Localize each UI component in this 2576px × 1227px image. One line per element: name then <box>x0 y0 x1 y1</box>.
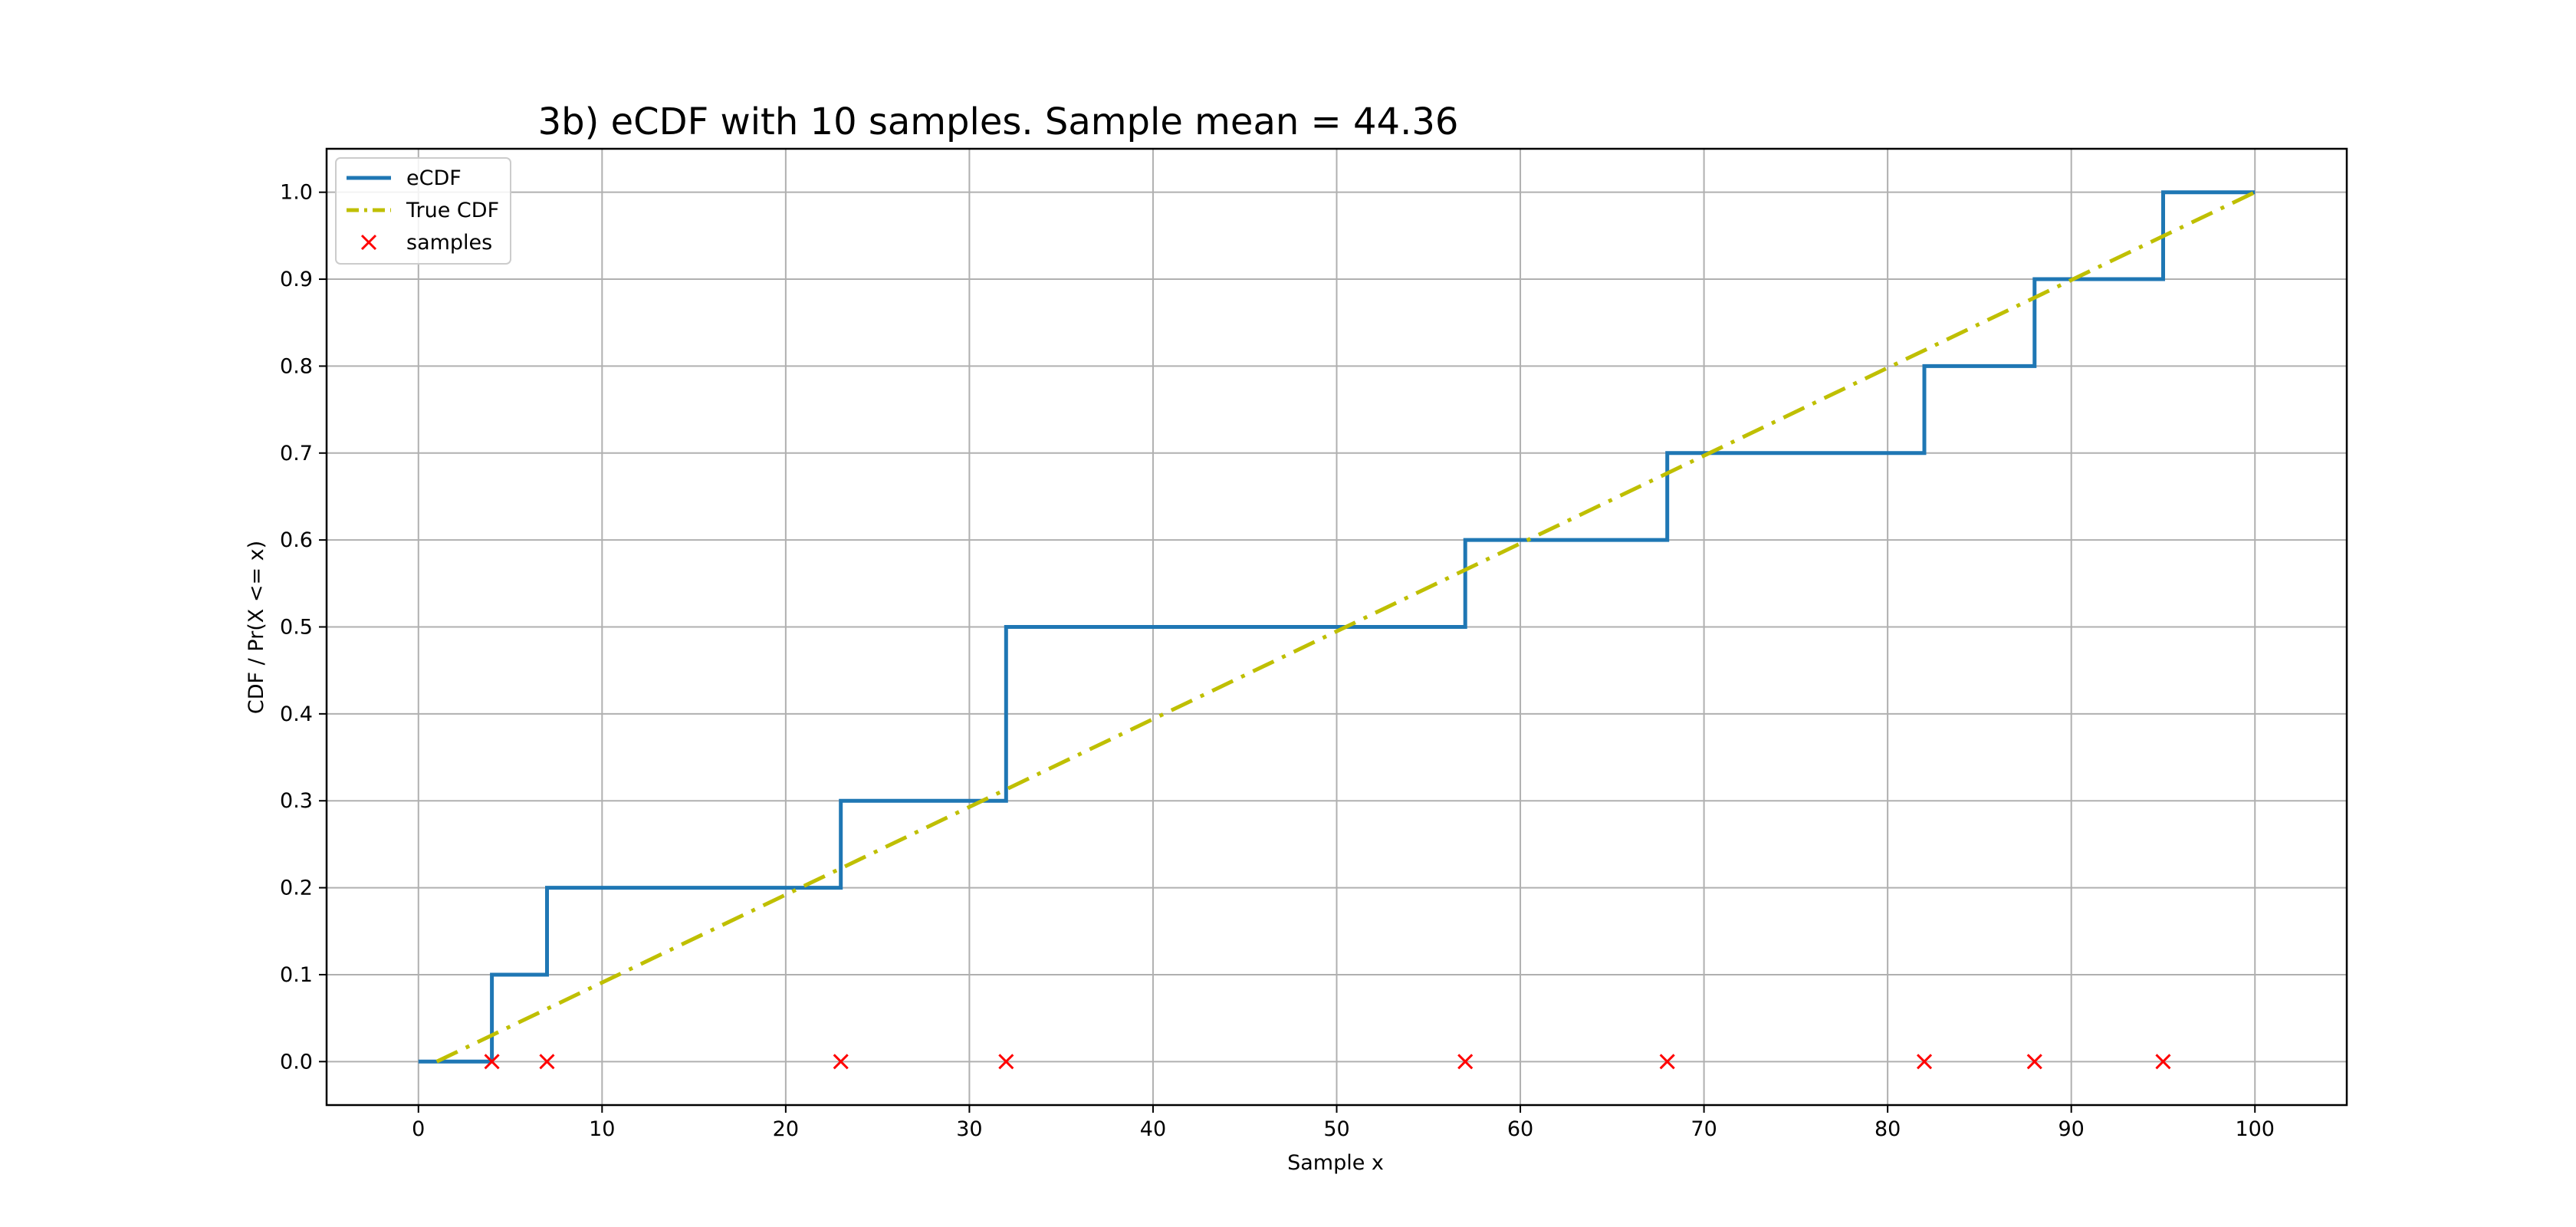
legend-label: True CDF <box>406 199 499 222</box>
x-tick-label: 20 <box>773 1117 799 1141</box>
sample-marker <box>1659 1054 1675 1070</box>
sample-marker <box>1916 1054 1933 1070</box>
ecdf-line <box>418 190 2256 1064</box>
legend-samples-marker <box>360 234 377 251</box>
x-tick-label: 90 <box>2058 1117 2085 1141</box>
plot-area: 0 10 20 30 40 50 60 70 80 90 100 0.0 0.1 0.2 0.3 0.4 0.5… <box>280 147 2348 1141</box>
x-axis-label: Sample x <box>1287 1151 1384 1175</box>
sample-marker <box>2026 1054 2042 1070</box>
true-cdf-line <box>435 190 2256 1064</box>
sample-marker-stroke <box>484 1054 500 1070</box>
y-tick-label: 0.8 <box>280 354 313 378</box>
y-axis-label: CDF / Pr(X <= x) <box>245 541 268 714</box>
y-tick-label: 0.7 <box>280 442 313 465</box>
x-tick-label: 50 <box>1323 1117 1349 1141</box>
sample-marker-stroke <box>998 1054 1014 1070</box>
y-tick-label: 0.6 <box>280 528 313 552</box>
legend-box <box>335 157 511 265</box>
y-tick-label: 0.1 <box>280 963 313 987</box>
sample-marker-stroke <box>1659 1054 1675 1070</box>
x-tick-label: 100 <box>2235 1117 2275 1141</box>
x-tick-label: 60 <box>1507 1117 1533 1141</box>
sample-marker-stroke <box>833 1054 849 1070</box>
y-tick-label: 0.9 <box>280 268 313 291</box>
y-tick-label: 1.0 <box>280 181 313 205</box>
sample-marker <box>2155 1054 2171 1070</box>
chart-title: 3b) eCDF with 10 samples. Sample mean = … <box>538 100 1459 143</box>
x-tick-label: 0 <box>412 1117 425 1141</box>
x-tick-label: 70 <box>1691 1117 1717 1141</box>
sample-marker <box>998 1054 1014 1070</box>
legend-label: eCDF <box>406 166 462 190</box>
y-tick-label: 0.4 <box>280 702 313 726</box>
x-tick-label: 10 <box>589 1117 615 1141</box>
x-tick-label: 30 <box>956 1117 982 1141</box>
sample-marker <box>539 1054 555 1070</box>
legend-label: samples <box>406 231 492 255</box>
sample-marker-stroke <box>2155 1054 2171 1070</box>
y-tick-label: 0.0 <box>280 1050 313 1074</box>
sample-marker <box>833 1054 849 1070</box>
y-tick-label: 0.2 <box>280 877 313 900</box>
x-tick-label: 40 <box>1140 1117 1166 1141</box>
x-tick-label: 80 <box>1875 1117 1901 1141</box>
sample-marker <box>484 1054 500 1070</box>
y-tick-label: 0.3 <box>280 789 313 813</box>
sample-marker-stroke <box>1916 1054 1933 1070</box>
sample-marker <box>1457 1054 1474 1070</box>
sample-marker-stroke <box>2026 1054 2042 1070</box>
sample-marker-stroke <box>539 1054 555 1070</box>
y-tick-label: 0.5 <box>280 616 313 640</box>
legend: eCDF True CDF samples <box>335 157 511 265</box>
sample-marker-stroke <box>1457 1054 1474 1070</box>
